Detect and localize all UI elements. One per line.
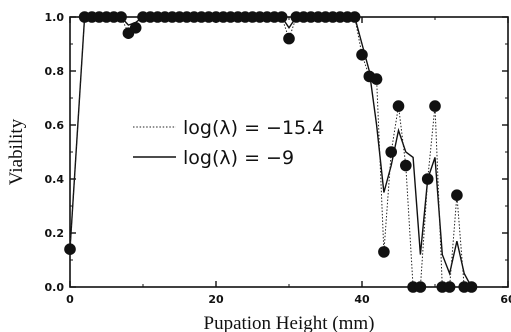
y-axis-title: Viability [6,118,27,185]
data-point [443,281,456,293]
data-point [392,100,405,112]
y-tick-label: 0.2 [45,227,65,240]
data-point [378,246,390,258]
data-point [356,49,368,61]
data-point [385,146,398,158]
series-layer [64,11,478,293]
legend-label: log(λ) = −15.4 [183,117,324,139]
x-tick-label: 60 [500,293,511,306]
data-point [283,32,295,45]
x-tick-label: 0 [66,293,74,306]
y-tick-label: 0.6 [45,119,65,132]
x-axis-title: Pupation Height (mm) [204,313,375,332]
x-tick-label: 40 [354,293,370,306]
data-point [64,243,76,255]
data-point [370,73,383,85]
y-tick-label: 0.4 [45,173,65,186]
y-tick-label: 0.0 [45,281,65,294]
legend: log(λ) = −15.4 log(λ) = −9 [133,117,324,169]
data-point [429,100,441,112]
data-point [465,281,478,293]
data-point [421,173,434,185]
data-point [451,189,463,201]
data-point [129,22,142,34]
data-point [348,11,361,23]
y-tick-label: 0.8 [45,65,65,78]
data-point [400,159,412,172]
data-point [275,11,288,23]
x-tick-label: 20 [208,293,224,306]
legend-label: log(λ) = −9 [183,147,294,169]
data-point [414,281,427,293]
data-point [115,11,127,23]
y-tick-label: 1.0 [45,11,65,24]
axes: 0.0 0.2 0.4 0.6 0.8 1.0 0 20 40 60 Pupation Height… [6,11,511,332]
